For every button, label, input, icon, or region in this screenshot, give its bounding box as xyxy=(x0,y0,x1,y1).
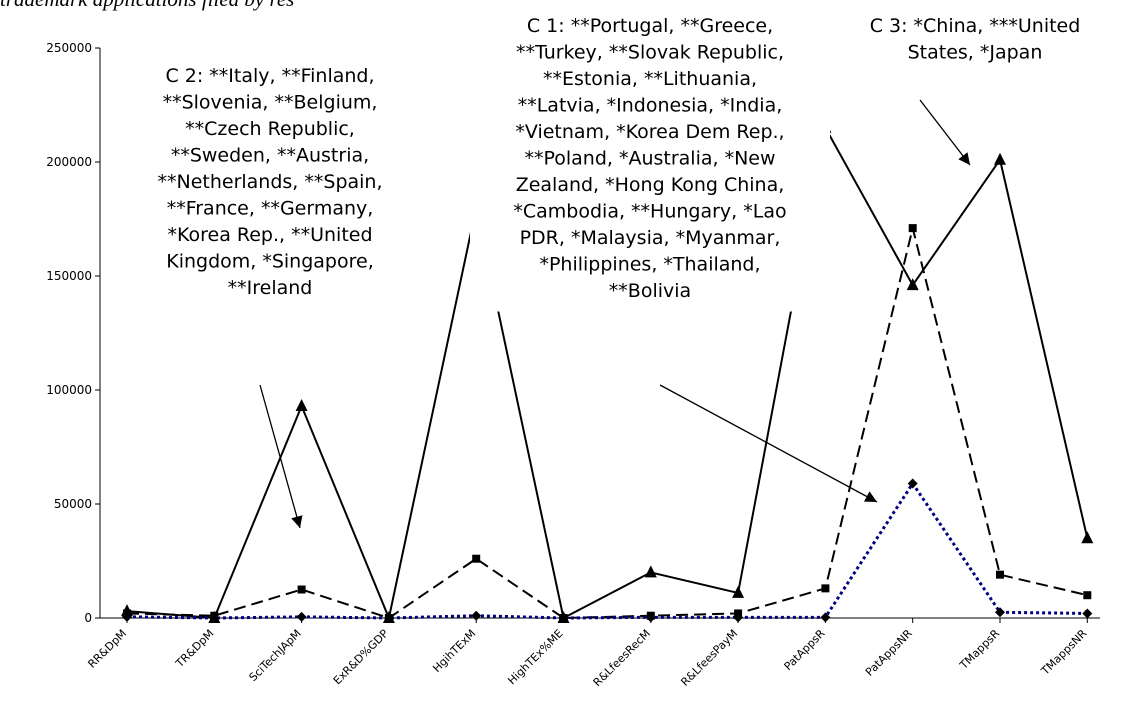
x-tick-label: PatAppsNR xyxy=(863,627,915,679)
x-tick-label: ExR&D%GDP xyxy=(331,627,392,688)
y-tick-label: 0 xyxy=(84,611,92,625)
marker xyxy=(472,554,481,563)
marker xyxy=(645,612,656,623)
x-tick-label: HgihTExM xyxy=(430,627,478,675)
annotation-text: States, *Japan xyxy=(908,42,1043,64)
annotation-text: **France, **Germany, xyxy=(167,198,374,220)
annotation-text: *Philippines, *Thailand, xyxy=(539,254,760,276)
marker xyxy=(1082,608,1093,619)
marker xyxy=(558,613,569,623)
y-tick-label: 100000 xyxy=(46,383,92,397)
marker xyxy=(907,478,918,489)
annotation-text: *Vietnam, *Korea Dem Rep., xyxy=(515,121,784,143)
marker xyxy=(471,610,482,621)
x-tick-label: TR&DpM xyxy=(173,627,217,671)
marker xyxy=(383,613,394,623)
annotation-text: **Bolivia xyxy=(609,280,691,302)
series-line xyxy=(126,480,1088,620)
x-tick-label: HighTEx%ME xyxy=(505,627,565,687)
marker xyxy=(994,152,1006,165)
marker xyxy=(296,611,307,622)
annotation-text: **Poland, *Australia, *New xyxy=(524,148,775,170)
marker xyxy=(733,612,744,623)
marker xyxy=(297,585,306,594)
arrow xyxy=(659,384,878,503)
marker xyxy=(1083,591,1092,600)
y-tick-label: 50000 xyxy=(54,497,92,511)
marker xyxy=(122,611,132,622)
marker xyxy=(908,224,917,233)
marker xyxy=(644,565,657,578)
annotation-text: Kingdom, *Singapore, xyxy=(166,251,374,273)
annotation-text: Zealand, *Hong Kong China, xyxy=(516,174,785,196)
annotation-text: **Latvia, *Indonesia, *India, xyxy=(518,95,783,117)
annotation-text: **Netherlands, **Spain, xyxy=(157,171,382,193)
series-line xyxy=(126,124,1089,622)
annotation-text: **Turkey, **Slovak Republic, xyxy=(516,42,784,64)
x-tick-label: PatAppsR xyxy=(782,627,828,673)
annotation-text: **Czech Republic, xyxy=(185,118,355,140)
annotation-text: *Korea Rep., **United xyxy=(167,224,372,246)
arrow xyxy=(919,99,971,166)
annotation-text: **Ireland xyxy=(228,277,313,299)
arrow xyxy=(259,384,303,529)
marker xyxy=(995,607,1005,618)
marker xyxy=(820,612,831,623)
y-tick-label: 250000 xyxy=(46,41,92,55)
marker xyxy=(996,570,1004,579)
x-tick-label: RR&DpM xyxy=(85,627,129,671)
annotation-text: C 1: **Portugal, **Greece, xyxy=(527,15,773,37)
marker xyxy=(295,398,308,411)
x-tick-label: R&LfeesRecM xyxy=(591,627,653,689)
y-tick-label: 150000 xyxy=(46,269,92,283)
annotation-box xyxy=(120,60,420,309)
x-tick-label: R&LfeesPayM xyxy=(678,627,740,689)
annotation-text: **Sweden, **Austria, xyxy=(171,145,369,167)
annotation-text: **Slovenia, **Belgium, xyxy=(163,92,378,114)
chart-title: trademark applications filed by res xyxy=(0,0,294,11)
marker xyxy=(821,584,830,593)
annotation-text: C 2: **Italy, **Finland, xyxy=(165,65,374,87)
y-tick-label: 200000 xyxy=(46,155,92,169)
annotation-text: PDR, *Malaysia, *Myanmar, xyxy=(520,227,781,249)
marker xyxy=(1081,531,1094,544)
marker xyxy=(209,613,220,623)
annotation-box xyxy=(845,10,1105,73)
annotation-text: C 3: *China, ***United xyxy=(870,15,1081,37)
x-tick-label: TMappsNR xyxy=(1038,627,1090,679)
x-tick-label: TMappsR xyxy=(957,627,1003,673)
annotation-box xyxy=(470,10,830,312)
x-tick-label: SciTechJApM xyxy=(247,627,304,684)
marker xyxy=(732,585,745,598)
annotation-text: **Estonia, **Lithuania, xyxy=(543,68,757,90)
marker xyxy=(906,278,919,291)
annotation-text: *Cambodia, **Hungary, *Lao xyxy=(513,201,786,223)
